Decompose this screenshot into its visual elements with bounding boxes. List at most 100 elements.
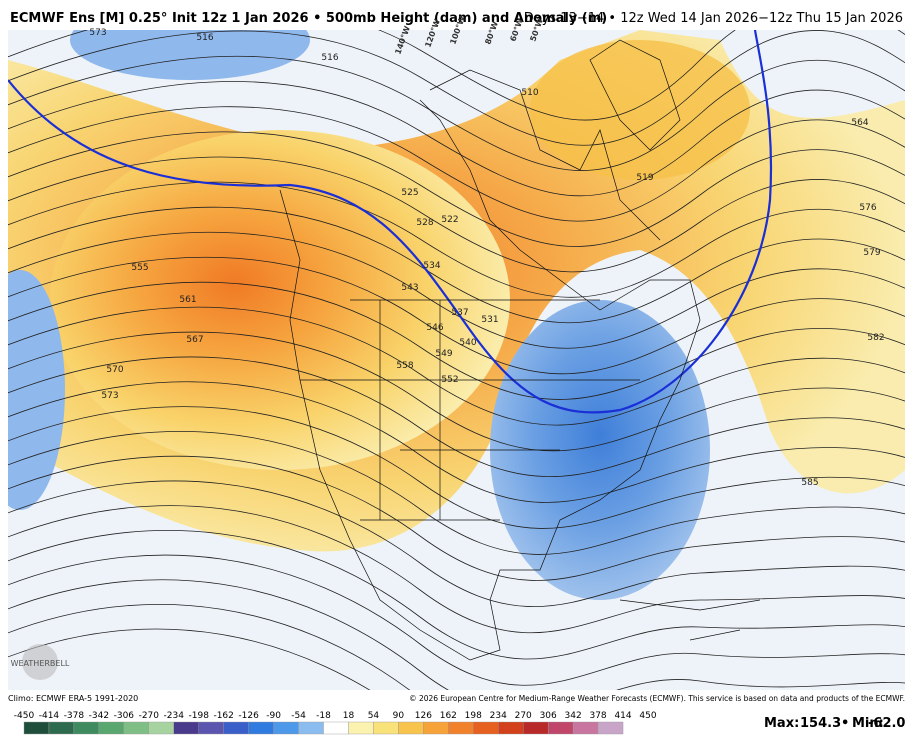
colorbar-label: 18 xyxy=(343,711,355,721)
colorbar: -450 -414 -378 -342 -306 -270 -234 -198 -162 -126… xyxy=(14,711,657,735)
contour-line xyxy=(8,156,905,273)
colorbar-swatch xyxy=(373,721,399,735)
colorbar-label: 234 xyxy=(490,711,507,721)
colorbar-swatch xyxy=(248,721,274,735)
colorbar-label: 450 xyxy=(639,711,656,721)
colorbar-swatch xyxy=(23,721,50,735)
colorbar-swatch xyxy=(398,721,424,735)
contour-label: 570 xyxy=(106,365,123,375)
colorbar-swatch xyxy=(123,721,149,735)
contour-line xyxy=(8,455,905,581)
contour-label: 531 xyxy=(481,315,498,325)
colorbar-label: -126 xyxy=(238,711,259,721)
colorbar-swatch xyxy=(448,721,474,735)
contour-line xyxy=(8,281,905,400)
colorbar-label: -18 xyxy=(316,711,331,721)
contour-line xyxy=(8,356,905,478)
colorbar-swatch xyxy=(148,721,174,735)
colorbar-swatch xyxy=(198,721,224,735)
colorbar-swatch xyxy=(423,721,449,735)
colorbar-label: -342 xyxy=(89,711,109,721)
stats: Max: 154.3 • Min: -62.0 xyxy=(764,716,905,731)
colorbar-label: -306 xyxy=(114,711,135,721)
contour-label: 516 xyxy=(196,33,213,43)
contour-line xyxy=(8,306,905,426)
colorbar-swatch xyxy=(348,721,374,735)
contour-label: 549 xyxy=(435,349,452,359)
contour-line xyxy=(8,231,905,349)
logo-text: WEATHERBELL xyxy=(11,659,70,668)
colorbar-label: -234 xyxy=(164,711,185,721)
separator: • xyxy=(841,716,849,731)
contour-line xyxy=(8,579,905,690)
contour-line xyxy=(8,431,905,555)
colorbar-swatch xyxy=(273,721,299,735)
contour-line xyxy=(8,406,905,529)
contour-line xyxy=(8,30,905,146)
colorbar-swatch xyxy=(173,721,199,735)
colorbar-label: -378 xyxy=(64,711,85,721)
colorbar-swatch xyxy=(572,721,599,735)
contour-label: 579 xyxy=(863,248,880,258)
colorbar-swatch xyxy=(473,721,499,735)
contour-label: 573 xyxy=(101,391,118,401)
contour-label: 537 xyxy=(451,308,468,318)
colorbar-label: -414 xyxy=(39,711,60,721)
title: ECMWF Ens [M] 0.25° Init 12z 1 Jan 2026 … xyxy=(10,11,607,26)
colorbar-label: 378 xyxy=(589,711,606,721)
contour-label: 522 xyxy=(441,215,458,225)
colorbar-swatch xyxy=(547,721,574,735)
contour-label: 576 xyxy=(859,203,876,213)
min-value: -62.0 xyxy=(868,716,905,731)
logo: WEATHERBELL xyxy=(11,644,70,680)
colorbar-label: 126 xyxy=(415,711,432,721)
contour-label: 510 xyxy=(521,88,538,98)
colorbar-label: -450 xyxy=(14,711,35,721)
colorbar-label: 342 xyxy=(565,711,582,721)
min-label: Min: xyxy=(852,716,884,731)
colorbar-label: 306 xyxy=(540,711,557,721)
contour-line xyxy=(8,530,905,660)
contour-label: 540 xyxy=(459,338,476,348)
contour-line xyxy=(8,603,411,690)
contour-line xyxy=(8,206,905,324)
contour-line xyxy=(8,381,905,503)
colorbar-label: 198 xyxy=(465,711,482,721)
colorbar-label: 54 xyxy=(368,711,380,721)
contour-line xyxy=(8,480,905,607)
contour-line xyxy=(8,256,905,375)
contour-label: 546 xyxy=(426,323,443,333)
contour-label: 558 xyxy=(396,361,413,371)
contour-label: 564 xyxy=(851,118,868,128)
colorbar-swatch xyxy=(98,721,125,735)
valid-time: Days 13−14 • 12z Wed 14 Jan 2026−12z Thu… xyxy=(524,11,903,26)
contour-label: 555 xyxy=(131,263,148,273)
contour-line xyxy=(8,81,905,197)
colorbar-label: 162 xyxy=(440,711,457,721)
contour-label: 552 xyxy=(441,375,458,385)
contour-line xyxy=(8,55,905,171)
colorbar-label: -198 xyxy=(189,711,210,721)
colorbar-label: -162 xyxy=(213,711,233,721)
colorbar-label: -90 xyxy=(266,711,281,721)
contour-label: 528 xyxy=(416,218,433,228)
colorbar-label: 270 xyxy=(515,711,532,721)
contour-label: 582 xyxy=(867,333,884,343)
colorbar-swatch xyxy=(298,721,324,735)
colorbar-swatch xyxy=(523,721,549,735)
contour-line xyxy=(8,30,905,121)
contour-label: 561 xyxy=(179,295,196,305)
contour-line xyxy=(8,505,905,634)
colorbar-swatch xyxy=(48,721,75,735)
contour-label: 543 xyxy=(401,283,418,293)
copyright: © 2026 European Centre for Medium-Range … xyxy=(409,694,905,703)
colorbar-swatch xyxy=(597,721,624,735)
contour-label: 573 xyxy=(89,28,106,38)
contour-line xyxy=(8,131,905,247)
colorbar-label: 414 xyxy=(614,711,631,721)
contour-line xyxy=(8,106,905,222)
colorbar-label: 90 xyxy=(393,711,405,721)
colorbar-swatch xyxy=(323,721,349,735)
